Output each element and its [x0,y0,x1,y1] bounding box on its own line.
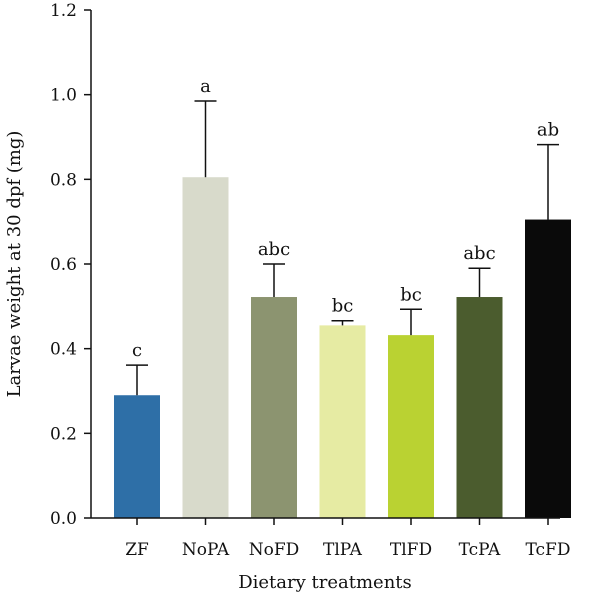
y-tick-label: 1.2 [50,1,77,21]
error-bar-tcfd [537,143,559,220]
bar-zf [114,395,160,518]
x-tick-label: TlPA [323,540,363,560]
significance-label: a [200,76,211,97]
significance-labels-layer: c a abc bc bc abc ab [132,76,559,361]
error-bar-tlpa [331,319,354,326]
significance-label: c [132,340,142,361]
x-tick-label: TcFD [526,540,571,560]
bar-nofd [251,297,297,518]
error-bar-tlfd [400,308,422,336]
bar-tcfd [525,219,571,519]
significance-label: bc [332,296,354,317]
x-axis-ticks: ZF NoPA NoFD TlPA TlFD TcPA TcFD [125,518,570,560]
y-axis-title: Larvae weight at 30 dpf (mg) [4,131,25,398]
y-tick-label: 0.2 [50,424,77,444]
y-tick-label: 0.0 [50,509,77,529]
x-axis-title: Dietary treatments [238,572,412,593]
bar-tcpa [456,297,503,518]
y-tick-label: 0.6 [50,255,77,275]
error-bar-zf [126,364,148,396]
significance-label: abc [463,243,495,264]
bar-nopa [182,177,229,518]
error-bar-nopa [194,100,217,178]
x-tick-label: ZF [125,540,149,560]
y-tick-label: 0.8 [50,170,77,190]
error-bar-nofd [263,263,285,298]
y-tick-label: 1.0 [50,86,77,106]
bar-tlpa [319,325,366,518]
error-bars-layer [126,100,559,396]
significance-label: ab [537,120,559,141]
significance-label: bc [400,284,422,305]
x-tick-label: TcPA [459,540,501,560]
x-tick-label: NoFD [249,540,300,560]
bars-layer [114,177,571,519]
x-tick-label: TlFD [390,540,432,560]
error-bar-tcpa [468,267,491,298]
y-axis-ticks: 0.0 0.2 0.4 0.6 0.8 1.0 1.2 [50,1,91,529]
y-tick-label: 0.4 [50,340,77,360]
bar-tlfd [388,335,434,518]
significance-label: abc [258,239,290,260]
x-tick-label: NoPA [182,540,230,560]
